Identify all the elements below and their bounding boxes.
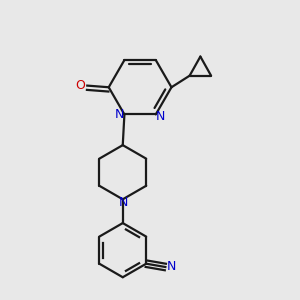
Text: N: N xyxy=(115,108,124,121)
Text: N: N xyxy=(119,196,128,209)
Text: N: N xyxy=(156,110,165,123)
Text: N: N xyxy=(167,260,176,274)
Text: O: O xyxy=(76,79,85,92)
